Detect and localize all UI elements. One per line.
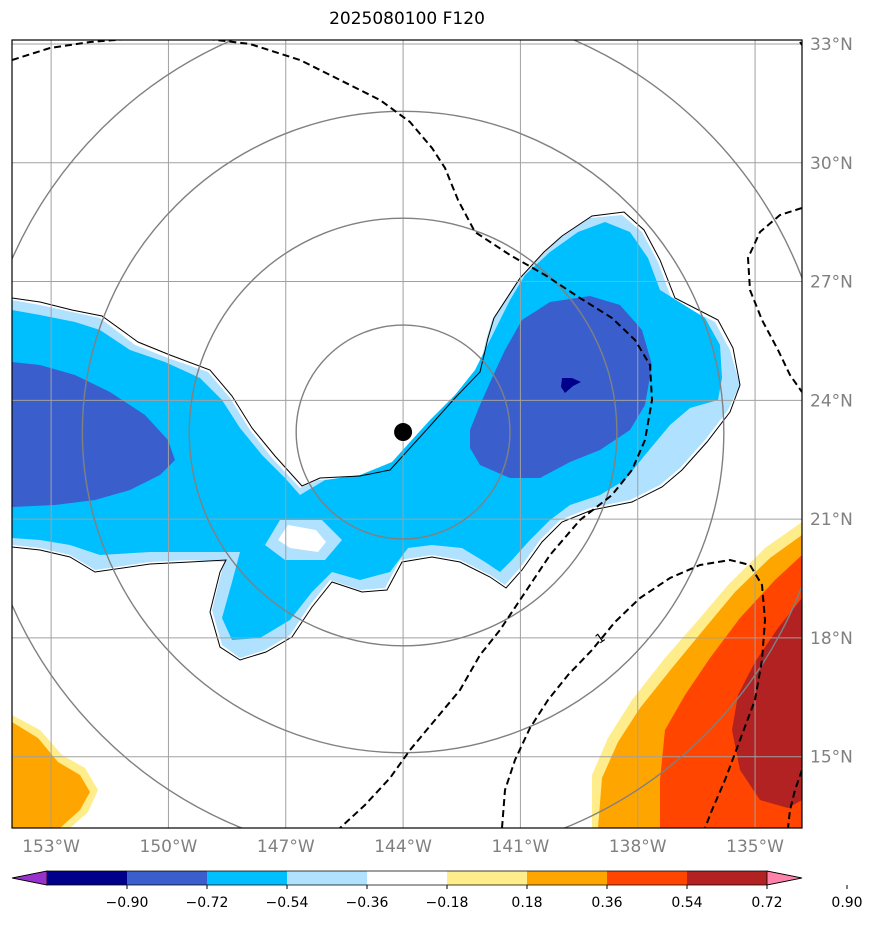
colorbar-outline (11, 870, 803, 886)
colorbar-tick-label: −0.90 (106, 895, 149, 911)
dashed-contours (12, 40, 802, 828)
colorbar-tick-label: −0.36 (346, 895, 389, 911)
latitude-tick-label: 15°N (810, 748, 853, 768)
negative-field-hole (278, 525, 326, 552)
colorbar-segment (47, 871, 127, 885)
range-ring (188, 217, 618, 647)
colorbar-segment (127, 871, 207, 885)
dashed-contour-east (746, 207, 802, 393)
longitude-tick-label: 138°W (609, 837, 667, 857)
colorbar (11, 870, 803, 886)
colorbar-labels: −0.90 −0.72 −0.54 −0.36 −0.18 0.18 0.36 0.54 0.7… (106, 885, 863, 911)
filled-contours (12, 215, 802, 828)
longitude-tick-label: 141°W (492, 837, 550, 857)
storm-center-marker (394, 423, 413, 442)
colorbar-extend-high (766, 870, 803, 886)
latitude-tick-label: 24°N (810, 391, 853, 411)
longitude-tick-label: 153°W (22, 837, 80, 857)
latitude-labels: 33°N 30°N 27°N 24°N 21°N 18°N 15°N (810, 35, 853, 768)
colorbar-tick-label: 0.36 (591, 895, 622, 911)
colorbar-tick-label: 0.18 (511, 895, 542, 911)
range-ring (81, 110, 725, 754)
longitude-labels: 153°W 150°W 147°W 144°W 141°W 138°W 135°W (22, 837, 784, 857)
colorbar-segment (447, 871, 527, 885)
range-rings (12, 40, 802, 828)
latitude-tick-label: 27°N (810, 273, 853, 293)
range-ring (295, 324, 511, 540)
map-plot-area: 1 (12, 40, 802, 828)
negative-zero-contour (12, 211, 741, 661)
colorbar-tick-label: 0.54 (671, 895, 702, 911)
colorbar-tick-label: 0.90 (831, 895, 862, 911)
longitude-tick-label: 135°W (726, 837, 784, 857)
map-title: 2025080100 F120 (329, 9, 485, 29)
latitude-tick-label: 30°N (810, 154, 853, 174)
negative-core-min (561, 378, 581, 393)
colorbar-tick-label: −0.72 (186, 895, 229, 911)
latitude-tick-label: 21°N (810, 510, 853, 530)
graticule (12, 40, 802, 828)
negative-core-west (12, 362, 175, 507)
colorbar-segment (207, 871, 287, 885)
colorbar-segment (527, 871, 607, 885)
colorbar-segment (687, 871, 767, 885)
longitude-tick-label: 150°W (140, 837, 198, 857)
longitude-tick-label: 144°W (374, 837, 432, 857)
colorbar-segment (287, 871, 367, 885)
colorbar-segment (367, 871, 447, 885)
latitude-tick-label: 33°N (810, 35, 853, 55)
colorbar-tick-label: −0.18 (426, 895, 469, 911)
dashed-contour-south (501, 558, 767, 828)
colorbar-segment (607, 871, 687, 885)
positive-field-se-darkred (732, 598, 802, 808)
dashed-contour-se-corner (787, 769, 802, 828)
colorbar-tick-label: −0.54 (266, 895, 309, 911)
dashed-contour-north (12, 40, 654, 828)
colorbar-tick-label: 0.72 (751, 895, 782, 911)
latitude-tick-label: 18°N (810, 629, 853, 649)
colorbar-extend-low (11, 870, 48, 886)
longitude-tick-label: 147°W (257, 837, 315, 857)
map-frame (11, 39, 803, 829)
